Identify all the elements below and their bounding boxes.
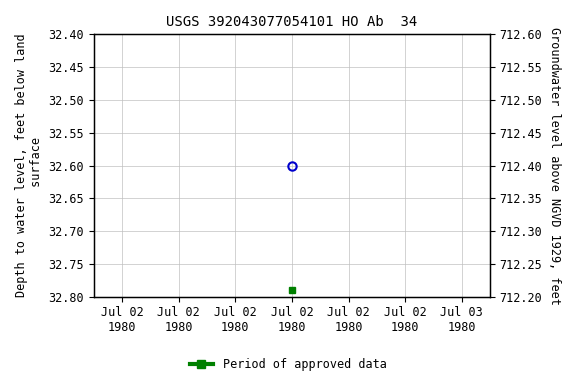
- Title: USGS 392043077054101 HO Ab  34: USGS 392043077054101 HO Ab 34: [166, 15, 418, 29]
- Y-axis label: Depth to water level, feet below land
 surface: Depth to water level, feet below land su…: [15, 34, 43, 297]
- Legend: Period of approved data: Period of approved data: [185, 354, 391, 376]
- Y-axis label: Groundwater level above NGVD 1929, feet: Groundwater level above NGVD 1929, feet: [548, 26, 561, 305]
